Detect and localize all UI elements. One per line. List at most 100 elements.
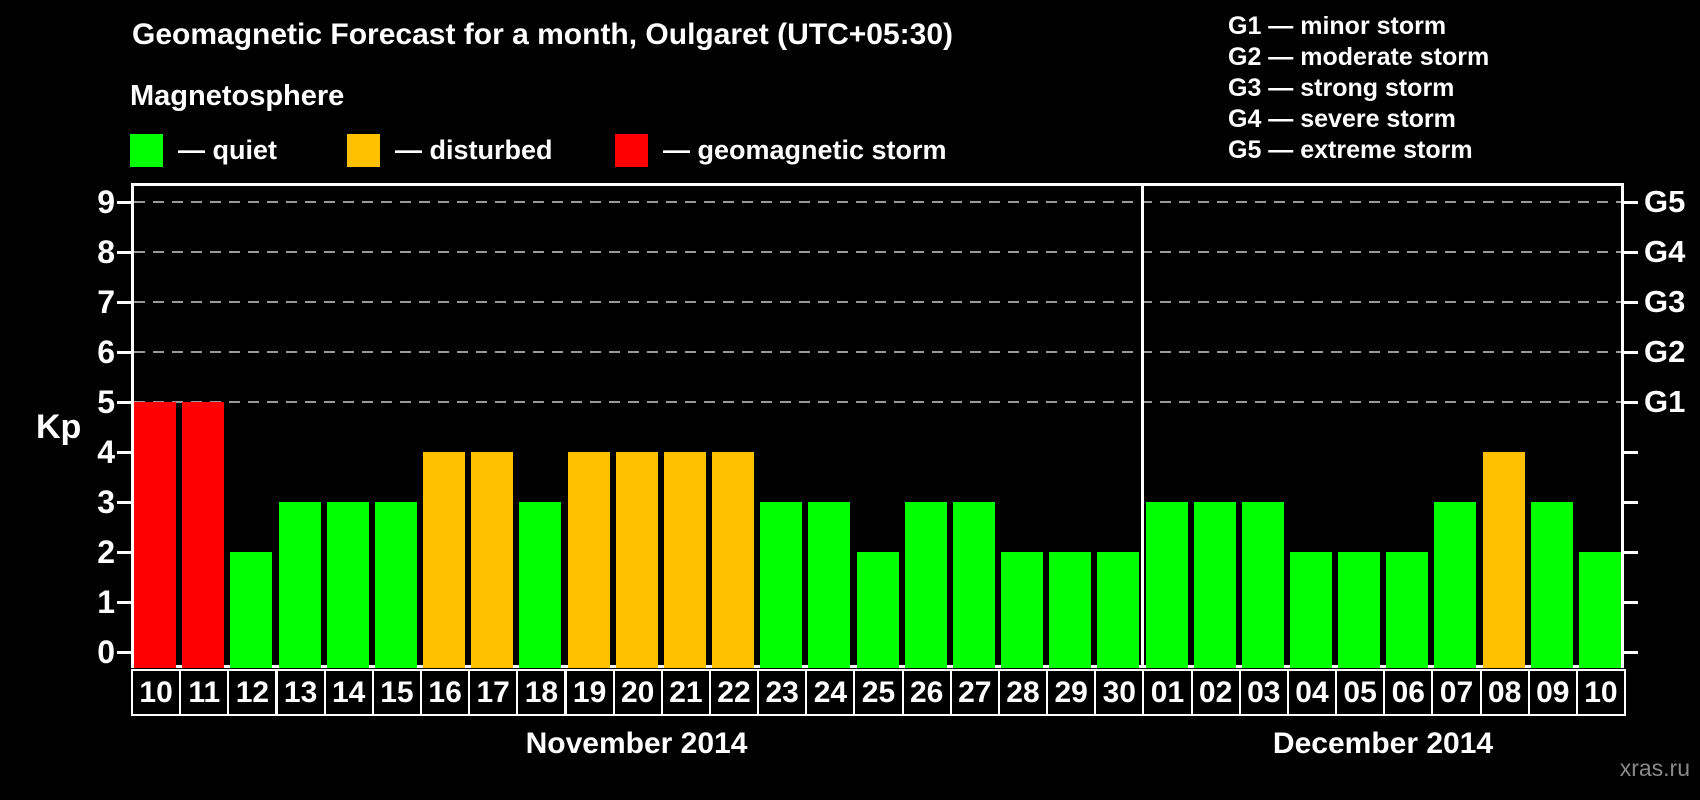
right-axis-tick	[1624, 200, 1638, 204]
y-axis-tick	[117, 250, 131, 254]
day-label-cell: 22	[708, 669, 760, 716]
day-label-cell: 30	[1094, 669, 1145, 716]
y-axis-tick-label: 4	[97, 434, 115, 470]
y-axis-tick	[117, 600, 131, 604]
day-label-cell: 27	[949, 669, 1000, 716]
kp-bar-nov-26	[904, 502, 947, 668]
y-axis-tick-label: 2	[97, 534, 115, 570]
day-label-cell: 16	[420, 669, 471, 716]
kp-bar-nov-11	[182, 402, 225, 668]
kp-bar-nov-16	[423, 452, 465, 668]
kp-bar-dec-04	[1290, 552, 1332, 668]
page-title: Geomagnetic Forecast for a month, Oulgar…	[132, 18, 954, 51]
day-label-cell: 01	[1142, 669, 1193, 716]
day-label-cell: 09	[1527, 669, 1578, 716]
x-axis-day-labels-row: 10 11 12 13 14 15 16 17 18 19 20 21 22 23 24 25 26 27 28 29…	[131, 669, 1626, 716]
kp-bar-nov-22	[712, 452, 754, 668]
g-axis-label-g1: G1	[1644, 384, 1686, 419]
kp-bar-nov-18	[519, 502, 562, 668]
legend-item-label: — quiet	[178, 135, 277, 165]
right-axis-tick	[1624, 450, 1638, 454]
right-axis-tick	[1624, 500, 1638, 504]
day-label-cell: 12	[227, 669, 278, 716]
day-label-cell: 15	[371, 669, 422, 716]
kp-bar-nov-10	[134, 402, 177, 668]
kp-bar-nov-27	[952, 502, 995, 668]
day-label-cell: 13	[275, 669, 326, 716]
y-axis-tick-label: 7	[97, 284, 115, 320]
legend-item-label: — geomagnetic storm	[663, 135, 947, 165]
plot-area	[131, 183, 1624, 668]
gridline-kp8	[134, 251, 1621, 253]
kp-bar-nov-25	[856, 552, 899, 668]
day-label-cell: 11	[179, 669, 230, 716]
quiet-color-swatch-icon	[130, 134, 163, 167]
day-label-cell: 06	[1383, 669, 1434, 716]
day-label-cell: 03	[1238, 669, 1289, 716]
day-label-cell: 28	[997, 669, 1049, 716]
g-legend-item-g3: G3 — strong storm	[1228, 74, 1455, 102]
kp-bar-dec-09	[1530, 502, 1573, 668]
day-label-cell: 24	[805, 669, 856, 716]
day-label-cell: 26	[901, 669, 952, 716]
g-scale-legend: G1 — minor storm G2 — moderate storm G3 …	[1228, 11, 1489, 166]
legend-item-quiet: — quiet	[130, 134, 277, 167]
day-label-cell: 10	[1575, 669, 1626, 716]
kp-bar-dec-02	[1193, 502, 1236, 668]
y-axis-tick-label: 3	[97, 484, 115, 520]
storm-color-swatch-icon	[615, 134, 648, 167]
day-label-cell: 07	[1431, 669, 1482, 716]
day-label-cell: 20	[612, 669, 663, 716]
kp-bar-nov-17	[471, 452, 514, 668]
right-axis-tick	[1624, 350, 1638, 354]
day-label-cell: 23	[757, 669, 808, 716]
g-legend-item-g5: G5 — extreme storm	[1228, 136, 1473, 164]
day-label-cell: 08	[1479, 669, 1530, 716]
legend-item-disturbed: — disturbed	[347, 134, 553, 167]
y-axis-tick	[117, 400, 131, 404]
gridline-kp7	[134, 301, 1621, 303]
kp-bar-nov-28	[1001, 552, 1043, 668]
g-axis-label-g3: G3	[1644, 284, 1686, 319]
day-label-cell: 25	[853, 669, 904, 716]
y-axis-tick-label: 6	[97, 334, 115, 370]
day-label-cell: 29	[1046, 669, 1097, 716]
right-axis-tick	[1624, 400, 1638, 404]
day-label-cell: 14	[323, 669, 374, 716]
g-axis-label-g2: G2	[1644, 334, 1686, 369]
gridline-kp6	[134, 351, 1621, 353]
day-label-cell: 04	[1286, 669, 1338, 716]
right-axis-tick	[1624, 300, 1638, 304]
y-axis-tick-label: 0	[97, 634, 115, 670]
g-legend-item-g1: G1 — minor storm	[1228, 12, 1447, 40]
kp-bar-dec-06	[1386, 552, 1429, 668]
y-axis-tick-label: 8	[97, 234, 115, 270]
legend-item-storm: — geomagnetic storm	[615, 134, 947, 167]
y-axis-title: Kp	[36, 408, 82, 446]
kp-bar-dec-10	[1578, 552, 1621, 668]
watermark: xras.ru	[1619, 755, 1690, 781]
y-axis-tick	[117, 550, 131, 554]
y-axis-tick	[117, 200, 131, 204]
month-label-november: November 2014	[525, 727, 748, 760]
kp-bar-nov-23	[760, 502, 803, 668]
magnetosphere-legend-heading: Magnetosphere	[130, 80, 345, 112]
y-axis-tick	[117, 450, 131, 454]
gridline-kp9	[134, 201, 1621, 203]
day-label-cell: 17	[468, 669, 519, 716]
legend-item-label: — disturbed	[395, 135, 553, 165]
kp-bar-nov-30	[1097, 552, 1140, 668]
day-label-cell: 21	[660, 669, 711, 716]
right-axis-tick	[1624, 550, 1638, 554]
right-axis-tick	[1624, 650, 1638, 654]
day-label-cell: 10	[131, 669, 182, 716]
kp-bar-nov-15	[374, 502, 417, 668]
disturbed-color-swatch-icon	[347, 134, 380, 167]
kp-bar-nov-29	[1049, 552, 1092, 668]
day-label-cell: 19	[564, 669, 615, 716]
kp-bar-dec-05	[1338, 552, 1381, 668]
month-label-december: December 2014	[1272, 727, 1494, 760]
y-axis-tick-label: 5	[97, 384, 115, 420]
y-axis-tick	[117, 500, 131, 504]
